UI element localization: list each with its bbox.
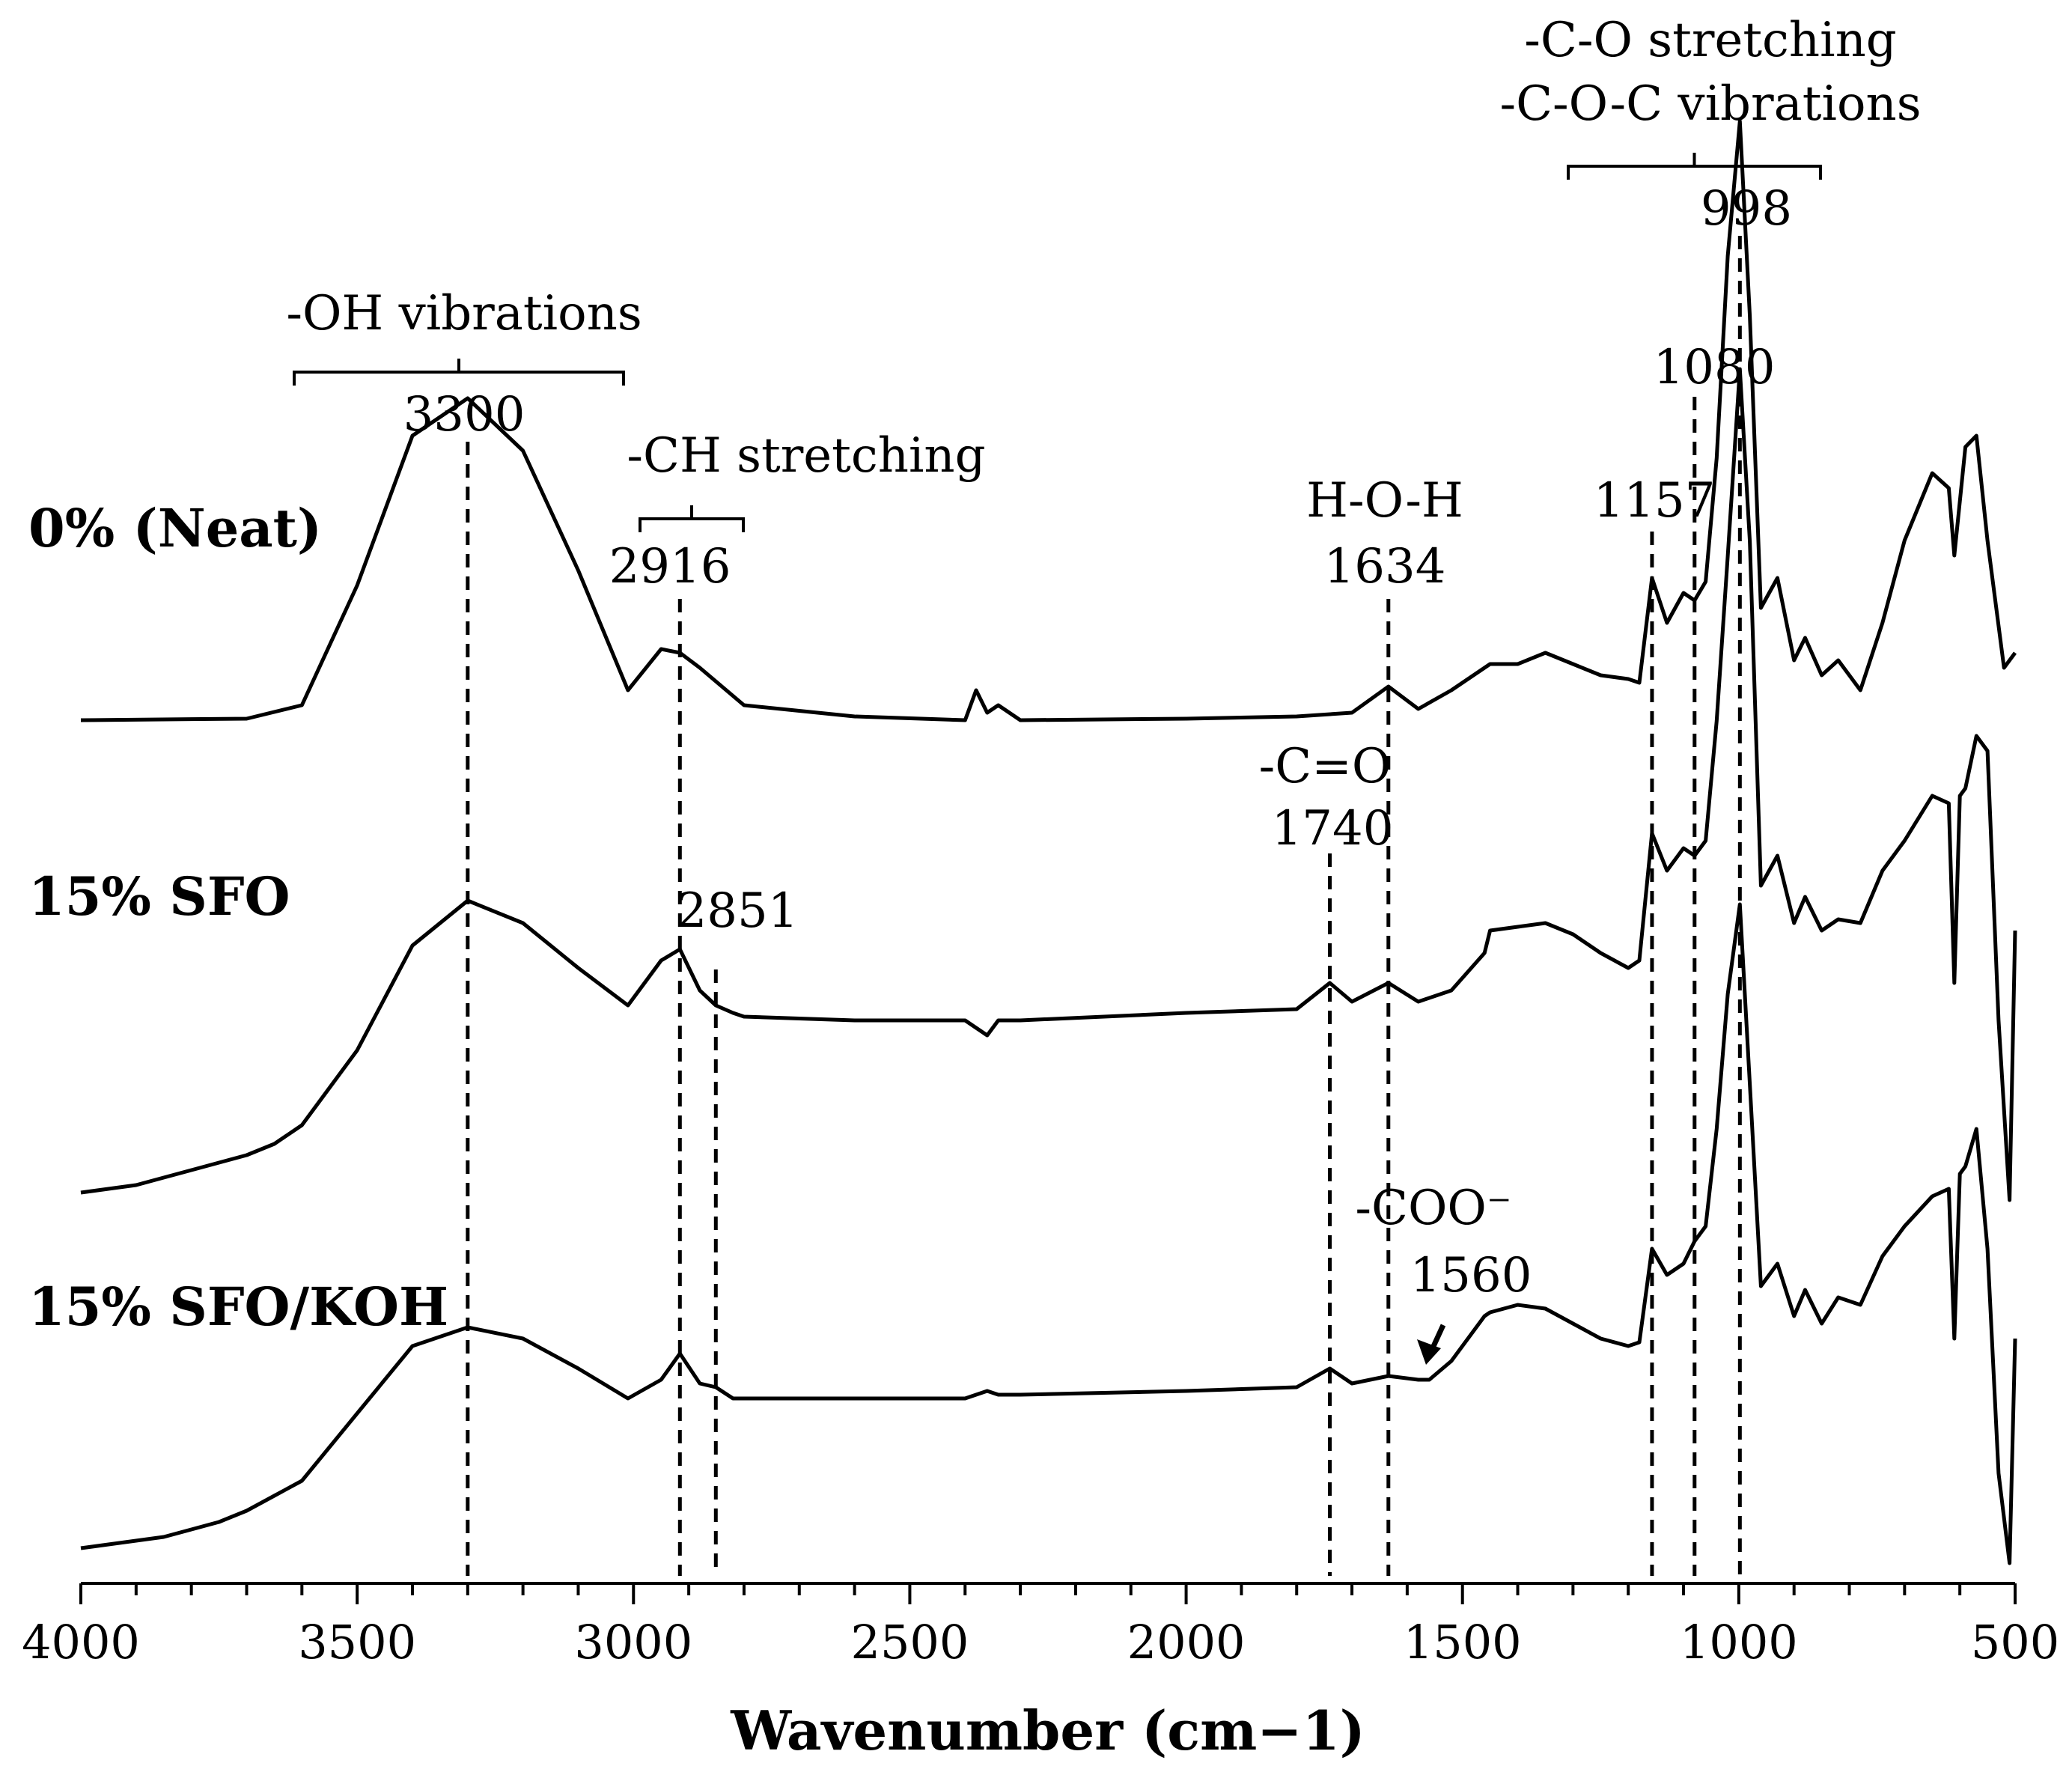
x-tick-label: 2500 bbox=[851, 1615, 969, 1669]
peak-markers bbox=[466, 236, 1742, 1576]
spectra bbox=[80, 119, 2017, 1565]
oh-bracket bbox=[293, 359, 625, 386]
x-tick-label: 4000 bbox=[22, 1615, 140, 1669]
x-tick-label: 1000 bbox=[1680, 1615, 1798, 1669]
coo-arrow-head bbox=[1417, 1339, 1441, 1365]
co-stretch-annotation: -C-O stretching bbox=[1524, 13, 1897, 68]
marker-label-1080: 1080 bbox=[1654, 340, 1776, 395]
co-double-annotation: -C=O bbox=[1259, 739, 1392, 794]
ch-annotation: -CH stretching bbox=[627, 428, 985, 484]
marker-label-1157: 1157 bbox=[1594, 473, 1716, 529]
x-axis: 4000 3500 3000 2500 2000 1500 1000 500 Wavenumbe… bbox=[22, 1582, 2059, 1762]
hoh-annotation: H-O-H bbox=[1306, 473, 1463, 529]
marker-label-3300: 3300 bbox=[403, 387, 525, 442]
marker-label-1634: 1634 bbox=[1324, 539, 1446, 594]
x-tick-label: 1500 bbox=[1404, 1615, 1522, 1669]
marker-label-998: 998 bbox=[1701, 181, 1792, 237]
x-tick-label: 3000 bbox=[574, 1615, 692, 1669]
series-label-1: 15% SFO bbox=[28, 865, 290, 928]
coc-annotation: -C-O-C vibrations bbox=[1499, 76, 1921, 132]
co-bracket bbox=[1567, 153, 1822, 180]
x-axis-title: Wavenumber (cm−1) bbox=[730, 1699, 1365, 1762]
ch-bracket bbox=[639, 505, 745, 532]
annotation-brackets bbox=[293, 153, 1822, 1365]
series-line-1 bbox=[80, 367, 2017, 1202]
marker-label-2916: 2916 bbox=[609, 539, 731, 594]
series-label-0: 0% (Neat) bbox=[28, 497, 322, 559]
series-line-2 bbox=[80, 902, 2017, 1565]
chart-labels: 0% (Neat) 15% SFO 15% SFO/KOH 3300 2916 2851 1… bbox=[28, 13, 1922, 1338]
marker-label-2851: 2851 bbox=[677, 883, 799, 939]
marker-label-1740: 1740 bbox=[1272, 801, 1394, 856]
x-tick-label: 3500 bbox=[298, 1615, 416, 1669]
oh-annotation: -OH vibrations bbox=[286, 286, 642, 341]
coo-value-annotation: 1560 bbox=[1410, 1248, 1532, 1303]
x-tick-label: 500 bbox=[1971, 1615, 2059, 1669]
x-tick-label: 2000 bbox=[1127, 1615, 1246, 1669]
series-label-2: 15% SFO/KOH bbox=[28, 1276, 448, 1338]
coo-annotation: -COO⁻ bbox=[1355, 1181, 1511, 1236]
series-line-0 bbox=[80, 119, 2017, 722]
